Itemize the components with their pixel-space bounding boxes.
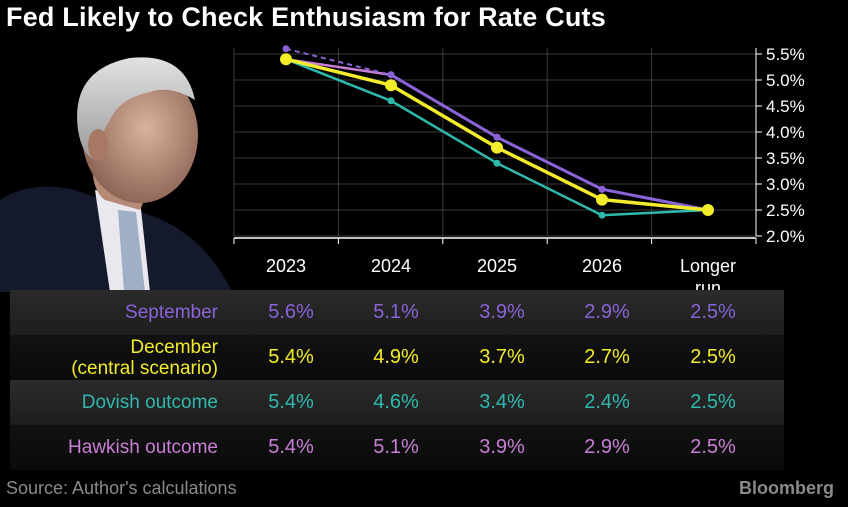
data-point	[387, 97, 395, 105]
data-point	[598, 211, 606, 219]
data-point	[596, 193, 608, 206]
y-tick-label: 3.5%	[766, 149, 805, 168]
table-cell: 5.6%	[268, 301, 314, 323]
data-point	[280, 53, 292, 66]
table-row: December (central scenario) 5.4% 4.9% 3.7% 2.…	[10, 335, 784, 380]
table-cell: 2.5%	[690, 346, 736, 368]
table-row: Hawkish outcome 5.4% 5.1% 3.9% 2.9% 2.5%	[10, 425, 784, 470]
row-label-line: Hawkish outcome	[68, 437, 218, 458]
row-label-line: Dovish outcome	[81, 392, 218, 413]
table-row: Dovish outcome 5.4% 4.6% 3.4% 2.4% 2.5%	[10, 380, 784, 425]
table-cell: 4.6%	[373, 391, 419, 413]
table-cell: 5.1%	[373, 436, 419, 458]
series-line-september	[390, 73, 709, 212]
y-tick-label: 5.0%	[766, 71, 805, 90]
x-tick-label: 2023	[266, 256, 306, 276]
data-point	[385, 79, 397, 92]
y-tick-label: 2.0%	[766, 227, 805, 246]
table-cell: 2.7%	[584, 346, 630, 368]
bloomberg-logo: Bloomberg	[738, 478, 834, 498]
row-label-line: December	[130, 336, 218, 358]
table-cell: 3.4%	[479, 391, 525, 413]
y-tick-label: 3.0%	[766, 175, 805, 194]
line-chart: 5.5% 5.0% 4.5% 4.0% 3.5% 3.0% 2.5% 2.0% 2023 2024…	[233, 45, 805, 290]
row-label-line: September	[125, 302, 218, 323]
portrait-photo	[0, 57, 232, 292]
table-cell: 2.9%	[584, 301, 630, 323]
table-cell: 2.5%	[690, 391, 736, 413]
data-point	[598, 185, 606, 193]
data-point	[491, 141, 503, 154]
data-point	[493, 159, 501, 167]
row-label: Hawkish outcome	[68, 437, 218, 458]
table-row: September 5.6% 5.1% 3.9% 2.9% 2.5%	[10, 290, 784, 335]
table-cell: 5.4%	[268, 346, 314, 368]
row-label-line: (central scenario)	[71, 357, 218, 379]
x-tick-label: 2026	[582, 256, 622, 276]
y-tick-label: 2.5%	[766, 201, 805, 220]
table-cell: 2.9%	[584, 436, 630, 458]
series-line-september-dashed	[285, 47, 392, 76]
table-cell: 4.9%	[373, 346, 419, 368]
table-cell: 3.7%	[479, 346, 525, 368]
table-cell: 2.5%	[690, 301, 736, 323]
data-point	[702, 204, 714, 216]
x-tick-label: 2024	[371, 256, 411, 276]
y-tick-label: 4.0%	[766, 123, 805, 142]
x-tick-label: 2025	[477, 256, 517, 276]
row-label: December (central scenario)	[71, 337, 218, 379]
x-tick-label: Longer	[680, 256, 736, 276]
x-tick-label: run	[695, 278, 721, 290]
table-cell: 5.4%	[268, 391, 314, 413]
y-tick-label: 4.5%	[766, 97, 805, 116]
y-tick-label: 5.5%	[766, 45, 805, 64]
source-note: Source: Author's calculations	[6, 478, 237, 498]
chart-title: Fed Likely to Check Enthusiasm for Rate …	[6, 2, 606, 32]
data-point	[387, 71, 395, 79]
data-point	[493, 133, 501, 141]
table-cell: 3.9%	[479, 436, 525, 458]
table-cell: 2.5%	[690, 436, 736, 458]
table-cell: 3.9%	[479, 301, 525, 323]
data-point	[282, 45, 290, 53]
table-cell: 5.1%	[373, 301, 419, 323]
row-label: Dovish outcome	[82, 392, 218, 413]
table-cell: 2.4%	[584, 391, 630, 413]
row-label: September	[125, 302, 218, 323]
table-cell: 5.4%	[268, 436, 314, 458]
